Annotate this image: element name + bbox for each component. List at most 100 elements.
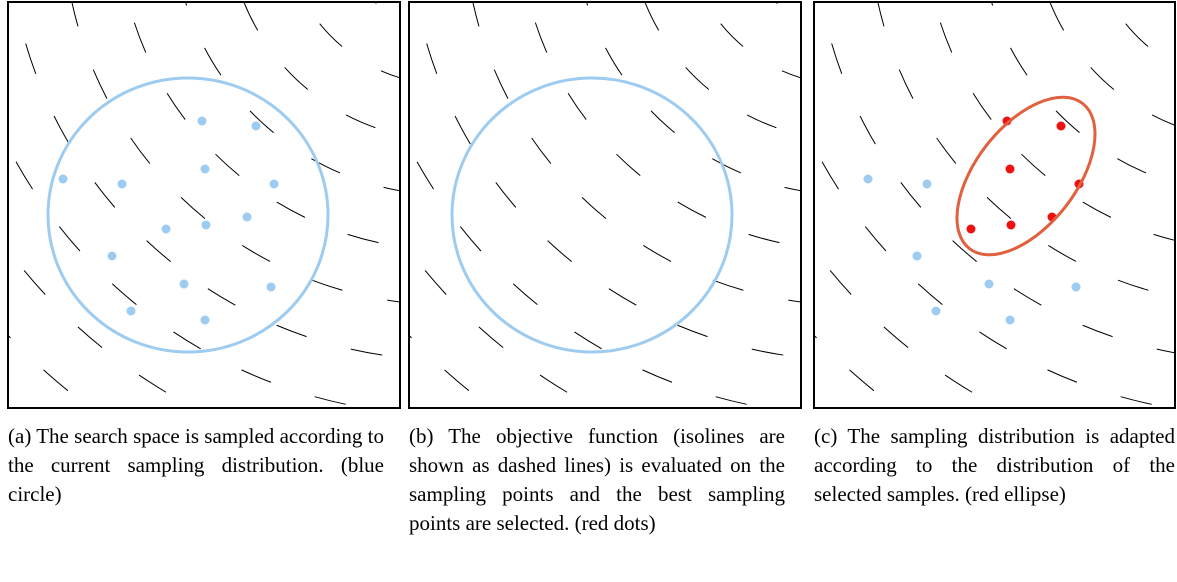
isoline [195, 8, 200, 40]
isoline [650, 110, 675, 133]
isoline [350, 348, 383, 356]
isoline [314, 396, 346, 405]
isoline [1010, 47, 1028, 76]
isoline [789, 91, 801, 121]
isoline [512, 283, 538, 306]
isoline [849, 369, 875, 392]
isoline [204, 47, 222, 76]
isoline [991, 2, 994, 6]
sample-dot [179, 279, 189, 289]
isoline [15, 161, 33, 190]
isoline [1090, 67, 1115, 90]
isoline [1117, 158, 1147, 174]
sample-dot [1056, 121, 1066, 131]
isoline [234, 159, 246, 189]
isoline [249, 110, 274, 133]
isoline [444, 369, 470, 392]
panel-frame [408, 1, 802, 409]
isoline [77, 326, 103, 349]
isoline [276, 201, 306, 218]
sample-dot [117, 179, 127, 189]
isoline [677, 201, 707, 218]
isoline [266, 230, 282, 258]
isoline [748, 233, 780, 244]
isoline [660, 37, 667, 68]
isoline [775, 2, 778, 4]
isoline [859, 115, 876, 145]
isoline [712, 279, 744, 291]
isoline [347, 233, 379, 244]
isoline [307, 297, 326, 323]
isoline [1049, 2, 1065, 31]
panel-frame [813, 1, 1176, 409]
isoline [426, 43, 438, 75]
panel [8, 2, 400, 405]
isoline [215, 153, 240, 176]
isoline [380, 207, 397, 234]
isoline [972, 92, 992, 120]
isoline [311, 158, 341, 174]
isoline [173, 331, 201, 350]
isoline [944, 374, 973, 393]
sample-dot [922, 179, 932, 189]
isoline [615, 85, 624, 116]
isoline [343, 252, 361, 278]
isoline [821, 161, 839, 190]
sample-dot [201, 220, 211, 230]
isoline [547, 240, 573, 263]
isoline [1125, 23, 1149, 47]
isoline [616, 153, 641, 176]
isoline [210, 85, 219, 116]
isoline [600, 8, 605, 40]
isoline [1055, 110, 1080, 133]
sample-dot [1005, 164, 1015, 174]
isoline [831, 43, 843, 75]
sample-dot [251, 121, 261, 131]
panel [195, 2, 801, 405]
sample-dot [931, 306, 941, 316]
sample-dot [912, 251, 922, 261]
isoline [146, 240, 172, 263]
isoline [605, 47, 623, 76]
isoline [1013, 288, 1042, 306]
isoline [712, 158, 742, 174]
isoline [1120, 396, 1152, 405]
sample-dot [269, 179, 279, 189]
panel [600, 2, 1175, 405]
isoline [243, 2, 259, 31]
isoline [877, 2, 885, 27]
isoline [130, 137, 151, 164]
isoline [111, 283, 137, 306]
sample-dot [1071, 282, 1081, 292]
isoline [345, 114, 376, 129]
isoline [574, 331, 602, 350]
isoline [1082, 324, 1113, 338]
isoline [749, 138, 763, 167]
isoline [319, 23, 343, 47]
isoline [363, 16, 370, 47]
isoline [642, 369, 673, 383]
isoline [138, 374, 167, 393]
isoline [409, 334, 412, 339]
caption-a: (a) The search space is sampled accordin… [8, 424, 384, 506]
isoline [685, 67, 710, 90]
isoline [917, 283, 943, 306]
isoline [883, 326, 909, 349]
sample-dot [58, 174, 68, 184]
isoline [25, 43, 37, 75]
isoline [58, 226, 81, 252]
isoline [53, 115, 70, 145]
isoline [936, 137, 957, 164]
isoline [355, 358, 377, 381]
isoline [748, 252, 766, 278]
isoline [751, 348, 784, 356]
isoline [677, 324, 708, 338]
isoline [180, 197, 206, 219]
isoline [723, 64, 732, 95]
isoline [898, 69, 914, 99]
isoline [979, 331, 1007, 350]
isoline [1047, 369, 1078, 383]
isoline [534, 22, 548, 53]
isoline [781, 70, 801, 79]
isoline [384, 91, 396, 121]
